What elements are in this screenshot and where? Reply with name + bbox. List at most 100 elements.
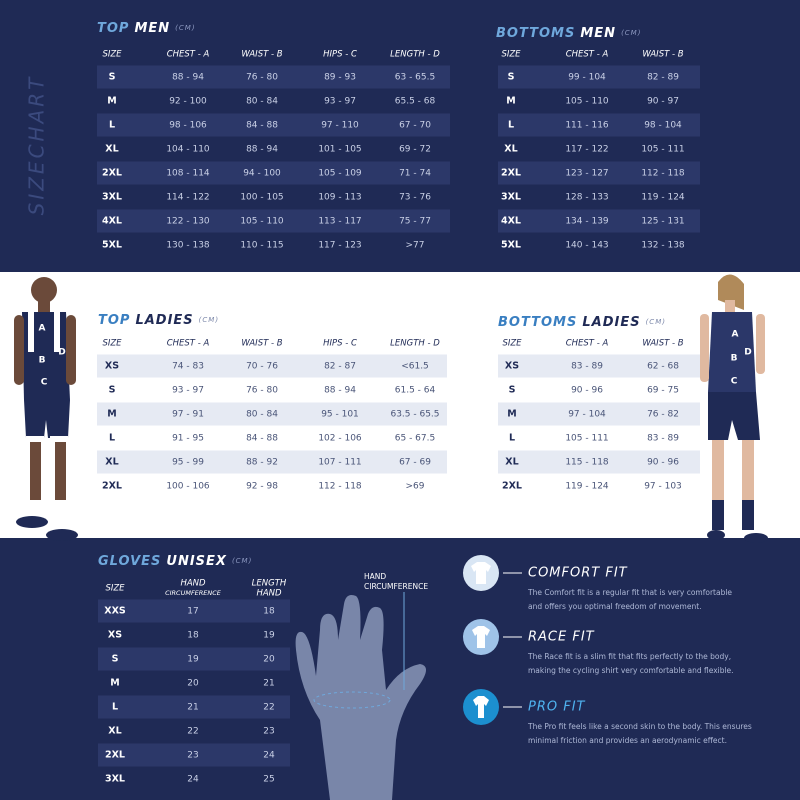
cell: 95 - 101 <box>321 410 359 420</box>
row-shade <box>97 161 450 185</box>
row-shade <box>498 354 700 378</box>
column-header: CHEST - A <box>566 339 609 349</box>
man-figure <box>14 277 78 541</box>
cell: 19 <box>263 631 275 641</box>
cell: 89 - 93 <box>324 73 356 83</box>
cell: 67 - 70 <box>399 121 431 131</box>
cell: 91 - 95 <box>172 434 204 444</box>
cell: 69 - 72 <box>399 145 431 155</box>
cell: 98 - 104 <box>644 121 682 131</box>
cell: 100 - 105 <box>240 193 283 203</box>
size-cell: L <box>508 120 514 131</box>
woman-figure <box>700 274 768 543</box>
size-cell: 2XL <box>501 168 521 179</box>
cell: 115 - 118 <box>565 458 609 468</box>
cell: 119 - 124 <box>641 193 685 203</box>
cell: 88 - 92 <box>246 458 278 468</box>
cell: 69 - 75 <box>647 386 679 396</box>
cell: 128 - 133 <box>565 193 608 203</box>
cell: 111 - 116 <box>565 121 609 131</box>
figure-label: D <box>744 348 751 358</box>
cell: 110 - 115 <box>240 241 283 251</box>
size-cell: L <box>109 120 115 131</box>
size-cell: XL <box>105 457 118 468</box>
column-header: SIZE <box>102 339 122 349</box>
size-cell: 2XL <box>502 481 522 492</box>
cell: 123 - 127 <box>565 169 608 179</box>
size-cell: 3XL <box>102 192 122 203</box>
size-cell: M <box>507 409 516 420</box>
cell: 76 - 80 <box>246 73 278 83</box>
title-unit: (CM) <box>232 557 252 565</box>
side-label: SIZECHART <box>25 75 49 216</box>
row-shade <box>498 209 700 233</box>
title-main: MEN <box>134 21 170 36</box>
figure-label: B <box>731 354 738 364</box>
column-header: CIRCUMFERENCE <box>165 589 222 597</box>
fit-title: PRO FIT <box>528 700 586 715</box>
column-header: SIZE <box>501 50 521 60</box>
cell: 74 - 83 <box>172 362 204 372</box>
cell: 71 - 74 <box>399 169 431 179</box>
row-shade <box>498 161 700 185</box>
cell: 22 <box>187 727 198 737</box>
cell: 107 - 111 <box>318 458 361 468</box>
cell: 105 - 109 <box>318 169 362 179</box>
fit-description: The Comfort fit is a regular fit that is… <box>527 588 732 597</box>
cell: 119 - 124 <box>565 482 609 492</box>
cell: 24 <box>187 775 199 785</box>
title-accent: GLOVES <box>98 554 161 569</box>
size-cell: L <box>109 433 115 444</box>
size-cell: M <box>506 96 515 107</box>
size-cell: M <box>110 678 119 689</box>
title-accent: TOP <box>98 313 130 328</box>
cell: 108 - 114 <box>166 169 210 179</box>
cell: 117 - 123 <box>318 241 361 251</box>
size-cell: XL <box>504 144 517 155</box>
cell: 90 - 97 <box>647 97 679 107</box>
cell: 73 - 76 <box>399 193 431 203</box>
title-accent: BOTTOMS <box>496 26 575 41</box>
row-shade <box>97 354 447 378</box>
column-header: LENGTH - D <box>390 50 440 60</box>
cell: 104 - 110 <box>166 145 210 155</box>
fit-icons <box>463 555 522 725</box>
figure-label: A <box>39 324 46 334</box>
cell: 112 - 118 <box>318 482 362 492</box>
cell: 97 - 91 <box>172 410 204 420</box>
title-accent: TOP <box>97 21 129 36</box>
size-cell: S <box>509 385 516 396</box>
cell: 97 - 110 <box>321 121 359 131</box>
row-shade <box>498 450 700 474</box>
cell: 23 <box>263 727 274 737</box>
cell: 93 - 97 <box>324 97 356 107</box>
size-cell: 2XL <box>102 481 122 492</box>
cell: >69 <box>406 482 425 492</box>
column-header: HIPS - C <box>323 339 357 349</box>
row-shade <box>98 647 290 671</box>
size-cell: S <box>109 72 116 83</box>
cell: 98 - 106 <box>169 121 207 131</box>
cell: 84 - 88 <box>246 121 278 131</box>
cell: 84 - 88 <box>246 434 278 444</box>
cell: 90 - 96 <box>571 386 603 396</box>
column-header: SIZE <box>105 584 125 594</box>
size-cell: XS <box>108 630 122 641</box>
table-title: TOP LADIES (CM) <box>98 313 219 328</box>
title-unit: (CM) <box>175 24 195 32</box>
size-cell: 2XL <box>102 168 122 179</box>
cell: 95 - 99 <box>172 458 204 468</box>
title-accent: BOTTOMS <box>498 315 577 330</box>
row-shade <box>98 599 290 623</box>
size-cell: 3XL <box>501 192 521 203</box>
cell: 83 - 89 <box>647 434 679 444</box>
row-shade <box>498 113 700 137</box>
size-cell: XS <box>505 361 519 372</box>
cell: 18 <box>187 631 199 641</box>
cell: 113 - 117 <box>318 217 361 227</box>
size-cell: M <box>107 409 116 420</box>
row-shade <box>98 695 290 719</box>
fit-description: The Pro fit feels like a second skin to … <box>527 722 752 731</box>
row-shade <box>498 402 700 426</box>
cell: 97 - 103 <box>644 482 682 492</box>
